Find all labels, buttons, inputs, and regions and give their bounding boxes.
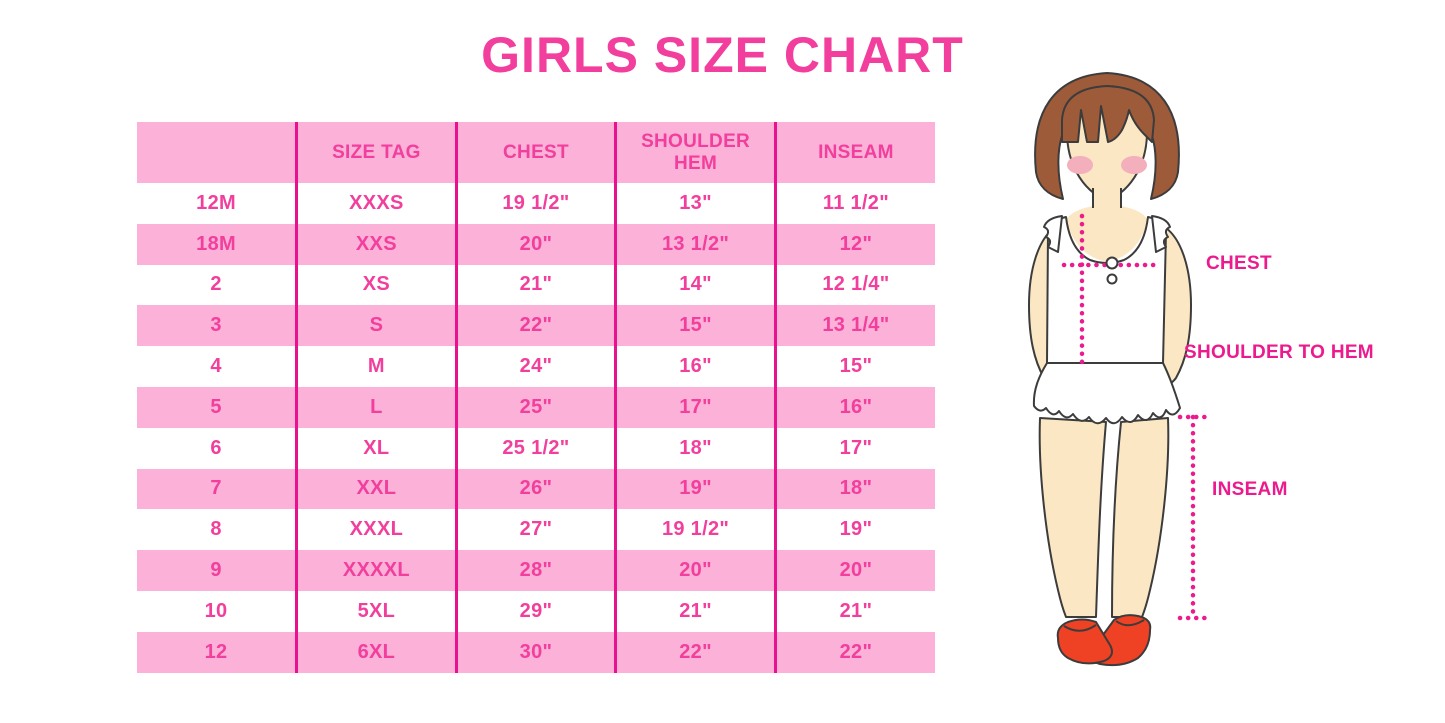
blush-right <box>1121 156 1147 174</box>
table-row: 5 L 25" 17" 16" <box>137 386 935 428</box>
blush-left <box>1067 156 1093 174</box>
measurement-cell: XXXS <box>295 183 457 224</box>
table-row: 18M XXS 20" 13 1/2" 12" <box>137 223 935 265</box>
measurement-cell: 20" <box>454 223 616 265</box>
measurement-cell: 22" <box>773 631 935 673</box>
measurement-cell: L <box>295 386 457 428</box>
leg-left <box>1038 417 1107 618</box>
measurement-cell: 18" <box>773 468 935 510</box>
measurement-cell: 14" <box>614 264 776 306</box>
column-header: SHOULDER HEM <box>614 122 776 183</box>
measurement-cell: XS <box>295 264 457 306</box>
measurement-cell: 19 1/2" <box>614 509 776 551</box>
measurement-cell: 11 1/2" <box>773 183 935 224</box>
bangs-icon <box>1061 85 1155 143</box>
measurement-cell: XXXXL <box>295 550 457 591</box>
measurement-cell: 28" <box>454 550 616 591</box>
size-table: SIZE TAG CHEST SHOULDER HEM INSEAM 12M XXXS 1… <box>137 122 935 673</box>
table-row: 6 XL 25 1/2" 18" 17" <box>137 427 935 469</box>
measurement-cell: 15" <box>614 305 776 347</box>
measurement-cell: 22" <box>454 305 616 347</box>
measurement-cell: 30" <box>454 631 616 673</box>
table-row: 4 M 24" 16" 15" <box>137 346 935 387</box>
leg-right <box>1111 417 1170 618</box>
measurement-cell: 21" <box>773 590 935 632</box>
table-row: 9 XXXXL 28" 20" 20" <box>137 550 935 591</box>
table-row: 10 5XL 29" 21" 21" <box>137 590 935 632</box>
measurement-cell: 13" <box>614 183 776 224</box>
measurement-cell: 25" <box>454 386 616 428</box>
measurement-cell: 25 1/2" <box>454 427 616 469</box>
chest-label: CHEST <box>1206 253 1272 274</box>
page-title: GIRLS SIZE CHART <box>481 27 964 83</box>
measurement-cell: 12 1/4" <box>773 264 935 306</box>
table-row: 2 XS 21" 14" 12 1/4" <box>137 264 935 306</box>
size-cell: 3 <box>137 305 297 347</box>
measurement-cell: 17" <box>614 386 776 428</box>
ruffle-right <box>1151 215 1171 253</box>
column-header: INSEAM <box>773 122 935 183</box>
measurement-cell: 21" <box>614 590 776 632</box>
measurement-cell: XXXL <box>295 509 457 551</box>
button-bottom <box>1106 273 1118 285</box>
measurement-cell: S <box>295 305 457 347</box>
measurement-cell: 27" <box>454 509 616 551</box>
corner-cell <box>137 122 297 183</box>
shoulder-to-hem-label: SHOULDER TO HEM <box>1184 342 1374 363</box>
measurement-cell: XXL <box>295 468 457 510</box>
measurement-cell: 12" <box>773 223 935 265</box>
inseam-label: INSEAM <box>1212 479 1288 500</box>
girl-illustration <box>1028 72 1209 667</box>
size-cell: 7 <box>137 468 297 510</box>
table-row: 7 XXL 26" 19" 18" <box>137 468 935 510</box>
size-cell: 2 <box>210 273 222 296</box>
button-top <box>1105 256 1119 270</box>
measurement-cell: 6XL <box>295 631 457 673</box>
measurement-cell: 18" <box>614 427 776 469</box>
measurement-cell: 20" <box>773 550 935 591</box>
measurement-cell: M <box>295 346 457 387</box>
size-cell: 8 <box>210 518 222 541</box>
measurement-cell: 24" <box>454 346 616 387</box>
table-row: 12M XXXS 19 1/2" 13" 11 1/2" <box>137 183 935 224</box>
measurement-cell: 21" <box>454 264 616 306</box>
measurement-cell: 13 1/4" <box>773 305 935 347</box>
ruffle-left <box>1043 215 1063 253</box>
table-row: 8 XXXL 27" 19 1/2" 19" <box>137 509 935 551</box>
measurement-cell: XXS <box>295 223 457 265</box>
measurement-cell: 16" <box>773 386 935 428</box>
measurement-cell: 16" <box>614 346 776 387</box>
measurement-cell: 19 1/2" <box>454 183 616 224</box>
measurement-cell: 19" <box>614 468 776 510</box>
measurement-cell: 15" <box>773 346 935 387</box>
table-row: 3 S 22" 15" 13 1/4" <box>137 305 935 347</box>
table-body: 12M XXXS 19 1/2" 13" 11 1/2" 18M XXS 20" 13 1/2"… <box>137 183 935 673</box>
size-cell: 6 <box>210 436 222 459</box>
measurement-cell: 19" <box>773 509 935 551</box>
size-cell: 12 <box>137 631 297 673</box>
column-header: CHEST <box>454 122 616 183</box>
table-header-row: SIZE TAG CHEST SHOULDER HEM INSEAM <box>137 122 935 183</box>
size-cell: 18M <box>137 223 297 265</box>
size-cell: 4 <box>210 355 222 378</box>
measurement-cell: 5XL <box>295 590 457 632</box>
measurement-cell: 22" <box>614 631 776 673</box>
size-cell: 9 <box>137 550 297 591</box>
measurement-cell: XL <box>295 427 457 469</box>
size-cell: 12M <box>196 191 236 214</box>
size-cell: 10 <box>204 599 228 622</box>
skirt <box>1032 362 1181 425</box>
table-row: 12 6XL 30" 22" 22" <box>137 631 935 673</box>
column-header: SIZE TAG <box>295 122 457 183</box>
measurement-cell: 13 1/2" <box>614 223 776 265</box>
neck <box>1066 186 1148 262</box>
table-header: SIZE TAG CHEST SHOULDER HEM INSEAM <box>137 122 935 183</box>
measurement-cell: 17" <box>773 427 935 469</box>
measurement-cell: 26" <box>454 468 616 510</box>
size-cell: 5 <box>137 386 297 428</box>
measurement-cell: 29" <box>454 590 616 632</box>
measurement-cell: 20" <box>614 550 776 591</box>
